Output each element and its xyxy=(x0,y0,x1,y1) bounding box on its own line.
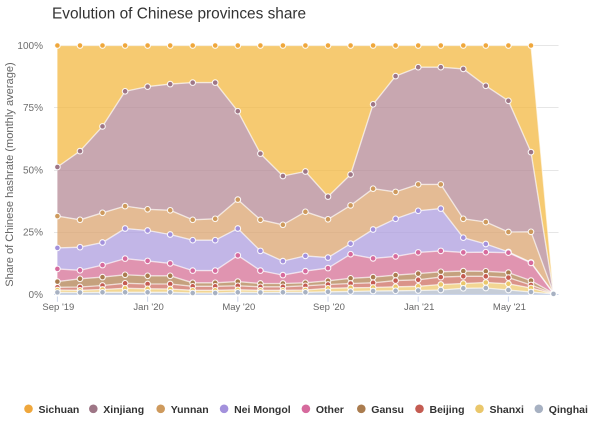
svg-text:Other: Other xyxy=(316,404,344,416)
svg-text:Shanxi: Shanxi xyxy=(490,404,525,416)
svg-text:100%: 100% xyxy=(17,41,43,52)
svg-text:Sep '19: Sep '19 xyxy=(42,302,74,313)
svg-text:Yunnan: Yunnan xyxy=(171,404,209,416)
svg-text:50%: 50% xyxy=(23,165,43,176)
svg-text:Share of Chinese hashrate (mon: Share of Chinese hashrate (monthly avera… xyxy=(4,62,16,286)
svg-text:Jan '20: Jan '20 xyxy=(133,302,163,313)
svg-text:0%: 0% xyxy=(29,290,44,301)
svg-text:Gansu: Gansu xyxy=(371,404,404,416)
svg-text:75%: 75% xyxy=(23,103,43,114)
svg-text:Beijing: Beijing xyxy=(430,404,465,416)
svg-text:25%: 25% xyxy=(23,228,43,239)
svg-text:May '21: May '21 xyxy=(493,302,526,313)
svg-text:Sep '20: Sep '20 xyxy=(313,302,345,313)
svg-text:May '20: May '20 xyxy=(222,302,255,313)
svg-text:Xinjiang: Xinjiang xyxy=(103,404,144,416)
svg-text:Sichuan: Sichuan xyxy=(39,404,80,416)
svg-text:Qinghai: Qinghai xyxy=(549,404,588,416)
svg-text:Evolution of Chinese provinces: Evolution of Chinese provinces share xyxy=(52,6,306,23)
svg-text:Nei Mongol: Nei Mongol xyxy=(234,404,291,416)
svg-text:Jan '21: Jan '21 xyxy=(404,302,434,313)
